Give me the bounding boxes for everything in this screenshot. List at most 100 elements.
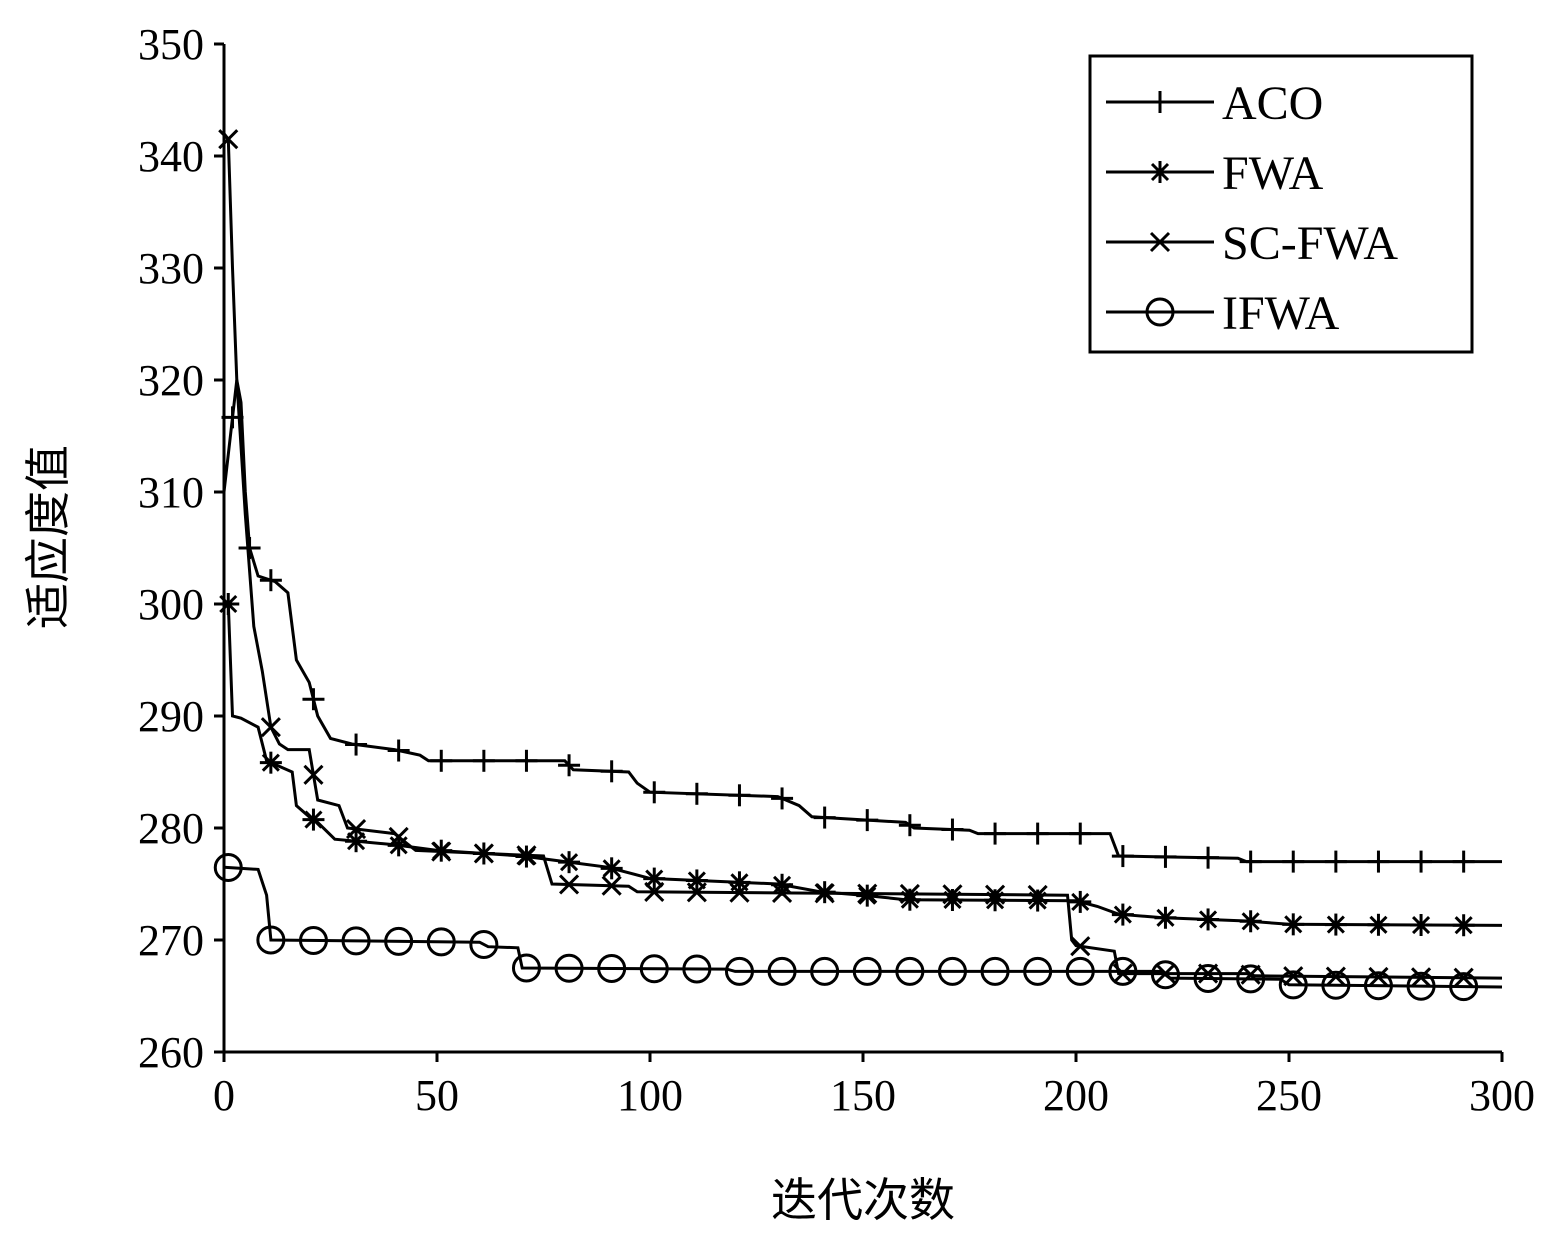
point-ifwa-27 (1363, 971, 1393, 1001)
point-sc-fwa-14 (814, 883, 835, 904)
x-tick-label-5: 250 (1256, 1071, 1322, 1120)
point-ifwa-13 (767, 956, 797, 986)
x-tick-label-4: 200 (1043, 1071, 1109, 1120)
legend-entry-ifwa: IFWA (1106, 287, 1340, 340)
series-line-ifwa (223, 865, 1503, 989)
point-sc-fwa-21 (1112, 963, 1133, 984)
point-sc-fwa-17 (942, 884, 963, 905)
point-aco-27 (1324, 850, 1347, 873)
point-fwa-20 (1069, 890, 1092, 913)
series-line-aco (222, 379, 1502, 864)
legend-entry-aco: ACO (1106, 77, 1323, 130)
y-tick-label-6: 320 (138, 356, 204, 405)
point-ifwa-28 (1406, 971, 1436, 1001)
series-aco (221, 379, 1502, 873)
point-sc-fwa-2 (303, 764, 324, 785)
legend-marker-fwa (1149, 161, 1171, 183)
point-ifwa-3 (341, 926, 371, 956)
point-ifwa-21 (1108, 956, 1138, 986)
legend-items: ACO FWA SC-FWA IFWA (1106, 77, 1398, 340)
series-line-fwa (224, 602, 1503, 927)
point-aco-16 (856, 809, 879, 832)
y-tick-label-5: 310 (138, 468, 204, 517)
point-fwa-12 (728, 871, 751, 894)
point-sc-fwa-26 (1325, 966, 1346, 987)
series-line-sc-fwa (222, 132, 1503, 980)
point-sc-fwa-5 (431, 841, 452, 862)
point-aco-17 (898, 814, 921, 837)
x-tick-label-1: 50 (415, 1071, 459, 1120)
y-tick-label-1: 270 (138, 916, 204, 965)
point-aco-20 (1026, 822, 1049, 845)
point-ifwa-16 (895, 956, 925, 986)
point-ifwa-4 (384, 926, 414, 956)
y-tick-label-0: 260 (138, 1028, 204, 1077)
point-ifwa-10 (639, 954, 669, 984)
point-sc-fwa-20 (1070, 936, 1091, 957)
legend-marker-aco (1149, 91, 1171, 113)
point-ifwa-9 (597, 953, 627, 983)
point-aco-2 (259, 569, 282, 592)
point-aco-29 (1410, 850, 1433, 873)
point-fwa-11 (685, 869, 708, 892)
point-ifwa-24 (1236, 964, 1266, 994)
legend-entry-sc-fwa: SC-FWA (1106, 217, 1398, 270)
legend-label-ifwa: IFWA (1222, 287, 1340, 340)
point-aco-26 (1282, 850, 1305, 873)
point-sc-fwa-3 (345, 818, 367, 840)
point-ifwa-2 (298, 925, 328, 955)
point-aco-15 (813, 806, 836, 829)
point-ifwa-14 (810, 956, 840, 986)
point-sc-fwa-10 (644, 881, 665, 903)
y-axis-title: 适应度值 (21, 445, 75, 629)
point-sc-fwa-29 (1453, 967, 1474, 988)
x-tick-label-2: 100 (617, 1071, 683, 1120)
point-sc-fwa-4 (388, 826, 409, 848)
point-aco-9 (558, 754, 581, 777)
point-ifwa-12 (724, 956, 754, 986)
x-tick-label-0: 0 (213, 1071, 235, 1120)
point-fwa-26 (1324, 913, 1347, 936)
y-tick-label-3: 290 (138, 692, 204, 741)
legend: ACO FWA SC-FWA IFWA (1088, 54, 1474, 354)
point-sc-fwa-11 (686, 882, 707, 903)
point-fwa-22 (1154, 906, 1177, 929)
point-fwa-9 (600, 857, 623, 880)
point-ifwa-0 (213, 852, 243, 882)
point-aco-12 (685, 782, 708, 805)
x-axis-title: 迭代次数 (771, 1173, 955, 1227)
point-aco-13 (728, 784, 751, 807)
point-aco-14 (771, 787, 794, 810)
legend-label-fwa: FWA (1222, 147, 1324, 200)
point-sc-fwa-0 (218, 129, 239, 150)
point-ifwa-23 (1193, 963, 1223, 993)
point-sc-fwa-1 (260, 717, 281, 738)
point-aco-19 (984, 822, 1007, 845)
legend-label-sc-fwa: SC-FWA (1222, 217, 1398, 270)
point-ifwa-6 (469, 929, 499, 959)
point-ifwa-1 (256, 925, 286, 955)
legend-marker-ifwa (1145, 297, 1175, 327)
point-aco-6 (430, 749, 453, 772)
point-fwa-10 (643, 867, 666, 890)
point-fwa-3 (345, 830, 368, 853)
point-fwa-28 (1410, 914, 1433, 937)
y-tick-label-8: 340 (138, 132, 204, 181)
point-ifwa-20 (1065, 956, 1095, 986)
point-ifwa-22 (1150, 960, 1180, 990)
series-ifwa (213, 852, 1503, 1002)
point-aco-23 (1154, 845, 1177, 868)
point-fwa-25 (1282, 913, 1305, 936)
point-ifwa-17 (937, 956, 967, 986)
point-sc-fwa-28 (1410, 967, 1432, 988)
point-ifwa-18 (980, 956, 1010, 986)
point-aco-4 (345, 733, 368, 756)
point-aco-8 (515, 749, 538, 772)
point-sc-fwa-15 (857, 883, 878, 904)
point-sc-fwa-18 (984, 884, 1006, 905)
point-sc-fwa-27 (1368, 966, 1389, 988)
y-tick-label-7: 330 (138, 244, 204, 293)
legend-marker-sc-fwa (1149, 231, 1171, 253)
y-tick-label-9: 350 (138, 20, 204, 69)
